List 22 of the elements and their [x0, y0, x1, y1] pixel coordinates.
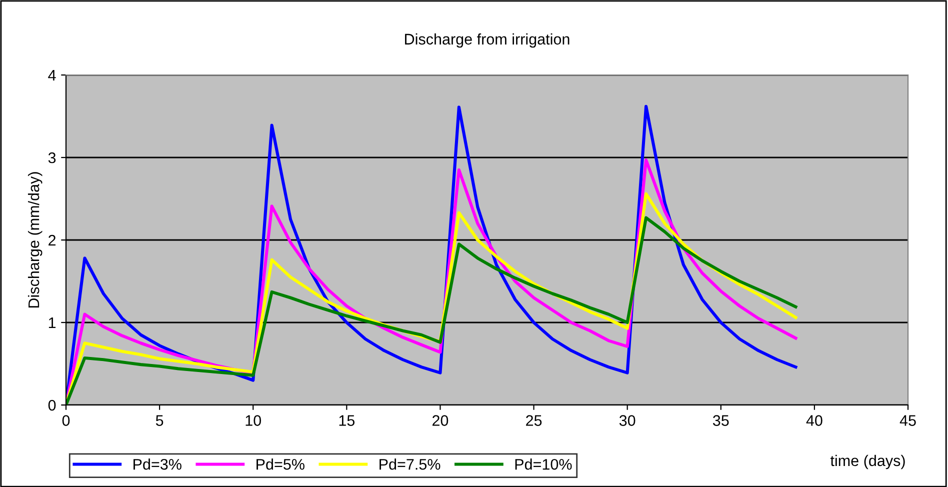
- legend-label: Pd=7.5%: [380, 458, 440, 470]
- y-tick-label: 2: [48, 234, 56, 246]
- y-tick-label: 3: [48, 152, 56, 164]
- x-tick-label: 30: [619, 415, 636, 426]
- y-tick-label: 1: [48, 318, 56, 328]
- x-tick-label: 10: [246, 415, 262, 426]
- legend-label: Pd=5%: [256, 458, 304, 470]
- x-tick-label: 5: [156, 415, 164, 426]
- x-tick-label: 15: [339, 415, 355, 426]
- y-tick-label: 4: [48, 70, 56, 81]
- x-tick-label: 45: [900, 415, 916, 426]
- x-tick-label: 25: [526, 415, 542, 426]
- y-axis-title: Discharge (mm/day): [28, 172, 42, 308]
- y-tick-label: 0: [48, 400, 56, 411]
- x-tick-label: 20: [432, 415, 448, 426]
- legend-label: Pd=10%: [515, 458, 572, 470]
- x-tick-label: 35: [712, 415, 729, 426]
- x-axis-title: time (days): [830, 454, 905, 470]
- legend-label: Pd=3%: [134, 458, 182, 470]
- x-tick-label: 40: [806, 415, 822, 426]
- x-tick-label: 0: [62, 415, 70, 426]
- chart-title: Discharge from irrigation: [405, 33, 570, 48]
